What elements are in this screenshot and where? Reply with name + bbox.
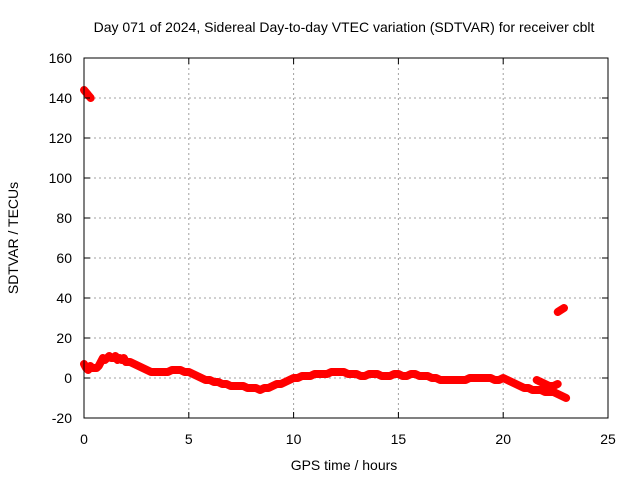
y-tick-label: 40 xyxy=(56,290,72,306)
chart-title: Day 071 of 2024, Sidereal Day-to-day VTE… xyxy=(94,19,595,35)
axis-tick-marks xyxy=(83,57,609,419)
y-tick-label: 140 xyxy=(49,90,73,106)
x-tick-label: 10 xyxy=(286,431,302,447)
data-point xyxy=(560,304,568,312)
x-tick-label: 20 xyxy=(495,431,511,447)
data-point xyxy=(87,94,95,102)
data-point xyxy=(554,380,562,388)
x-tick-label: 0 xyxy=(80,431,88,447)
grid-lines xyxy=(84,58,608,418)
y-tick-label: 60 xyxy=(56,250,72,266)
y-tick-label: 160 xyxy=(49,50,73,66)
x-tick-label: 5 xyxy=(185,431,193,447)
x-tick-label: 15 xyxy=(391,431,407,447)
data-point xyxy=(562,394,570,402)
y-axis-label: SDTVAR / TECUs xyxy=(5,182,21,294)
x-axis-label: GPS time / hours xyxy=(291,457,398,473)
y-tick-label: 100 xyxy=(49,170,73,186)
y-tick-label: 80 xyxy=(56,210,72,226)
x-tick-label: 25 xyxy=(600,431,616,447)
y-axis-tick-labels: -20 0 20 40 60 80 100 120 140 160 xyxy=(49,50,73,426)
plot-frame xyxy=(83,57,609,419)
y-tick-label: -20 xyxy=(52,410,72,426)
y-tick-label: 20 xyxy=(56,330,72,346)
y-tick-label: 0 xyxy=(64,370,72,386)
x-axis-tick-labels: 0 5 10 15 20 25 xyxy=(80,431,616,447)
y-tick-label: 120 xyxy=(49,130,73,146)
